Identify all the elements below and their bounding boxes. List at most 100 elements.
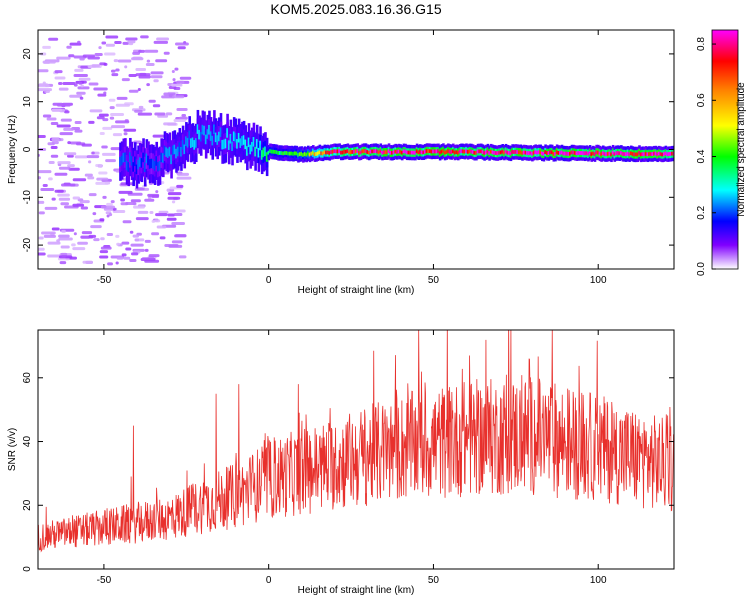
- ridge-cell: [122, 152, 126, 163]
- noise-blob: [58, 82, 63, 86]
- noise-blob: [114, 40, 122, 44]
- noise-blob: [152, 134, 168, 138]
- ridge-cell: [298, 152, 302, 157]
- noise-blob: [149, 210, 154, 214]
- noise-blob: [146, 83, 150, 87]
- noise-blob: [51, 197, 56, 201]
- ridge-cell: [419, 149, 422, 154]
- noise-blob: [171, 221, 185, 225]
- ridge-cell: [641, 152, 645, 157]
- ridge-cell: [318, 150, 322, 155]
- ridge-cell: [452, 149, 455, 154]
- noise-blob: [124, 65, 128, 69]
- ridge-cell: [575, 151, 579, 156]
- noise-blob: [50, 145, 58, 149]
- noise-blob: [57, 193, 70, 197]
- ridge-cell: [231, 141, 234, 151]
- noise-blob: [161, 95, 175, 99]
- ridge-cell: [386, 150, 389, 155]
- noise-blob: [38, 236, 44, 240]
- ridge-cell: [417, 150, 421, 155]
- noise-blob: [121, 241, 130, 245]
- ridge-cell: [160, 152, 163, 163]
- ridge-cell: [176, 146, 180, 157]
- ridge-cell: [564, 151, 567, 156]
- ridge-cell: [391, 150, 394, 155]
- ridge-cell: [453, 150, 457, 155]
- y-tick-label: 0: [22, 566, 33, 572]
- noise-blob: [111, 125, 126, 129]
- ridge-cell: [424, 149, 427, 154]
- snr-x-label: Height of straight line (km): [298, 585, 415, 596]
- noise-blob: [106, 232, 114, 236]
- ridge-cell: [646, 152, 650, 157]
- ridge-cell: [415, 149, 419, 154]
- ridge-cell: [349, 150, 353, 155]
- noise-blob: [51, 108, 66, 112]
- noise-blob: [155, 213, 168, 217]
- noise-blob: [168, 85, 177, 89]
- ridge-cell: [260, 150, 264, 160]
- noise-blob: [132, 234, 140, 238]
- figure-title: KOM5.2025.083.16.36.G15: [270, 1, 441, 17]
- spectrogram-y-label: Frequency (Hz): [7, 115, 18, 184]
- noise-blob: [177, 172, 190, 176]
- noise-blob: [163, 92, 176, 96]
- noise-blob: [59, 261, 67, 265]
- ridge-cell: [471, 150, 475, 154]
- ridge-cell: [280, 151, 284, 155]
- noise-blob: [144, 259, 160, 263]
- ridge-cell: [509, 151, 513, 156]
- ridge-cell: [580, 151, 584, 155]
- noise-blob: [98, 113, 109, 117]
- ridge-cell: [254, 146, 257, 157]
- ridge-cell: [501, 149, 505, 154]
- noise-blob: [167, 213, 175, 217]
- noise-blob: [87, 176, 95, 180]
- noise-blob: [125, 247, 132, 251]
- ridge-cell: [407, 150, 411, 155]
- noise-blob: [103, 91, 107, 95]
- ridge-cell: [277, 151, 280, 155]
- y-tick-label: 0: [22, 146, 33, 152]
- ridge-cell: [503, 150, 506, 155]
- noise-blob: [58, 87, 69, 91]
- ridge-cell: [224, 138, 228, 149]
- noise-blob: [136, 187, 145, 191]
- ridge-cell: [410, 150, 414, 155]
- ridge-cell: [554, 151, 557, 156]
- noise-blob: [38, 247, 45, 251]
- ridge-cell: [262, 147, 266, 158]
- ridge-cell: [377, 150, 381, 155]
- noise-blob: [59, 132, 73, 136]
- noise-blob: [157, 114, 169, 118]
- ridge-cell: [158, 160, 162, 171]
- noise-blob: [80, 84, 84, 88]
- noise-blob: [58, 197, 71, 201]
- ridge-cell: [250, 141, 254, 152]
- ridge-cell: [171, 145, 175, 156]
- ridge-cell: [264, 146, 267, 157]
- noise-blob: [80, 206, 89, 210]
- noise-blob: [96, 116, 105, 120]
- noise-blob: [150, 75, 163, 79]
- noise-blob: [60, 245, 70, 249]
- noise-blob: [144, 49, 159, 53]
- noise-blob: [87, 56, 100, 60]
- ridge-cell: [529, 150, 533, 155]
- noise-blob: [138, 75, 151, 79]
- noise-blob: [48, 37, 59, 41]
- ridge-cell: [512, 150, 516, 154]
- noise-blob: [42, 183, 48, 187]
- y-tick-label: -10: [22, 190, 33, 205]
- ridge-cell: [499, 150, 503, 155]
- noise-blob: [42, 45, 51, 49]
- ridge-cell: [539, 150, 542, 155]
- ridge-cell: [478, 149, 481, 154]
- noise-blob: [156, 225, 167, 229]
- ridge-cell: [463, 149, 467, 154]
- ridge-cell: [585, 151, 589, 155]
- ridge-cell: [137, 159, 140, 170]
- x-tick-label: -50: [97, 575, 112, 586]
- ridge-cell: [232, 131, 236, 141]
